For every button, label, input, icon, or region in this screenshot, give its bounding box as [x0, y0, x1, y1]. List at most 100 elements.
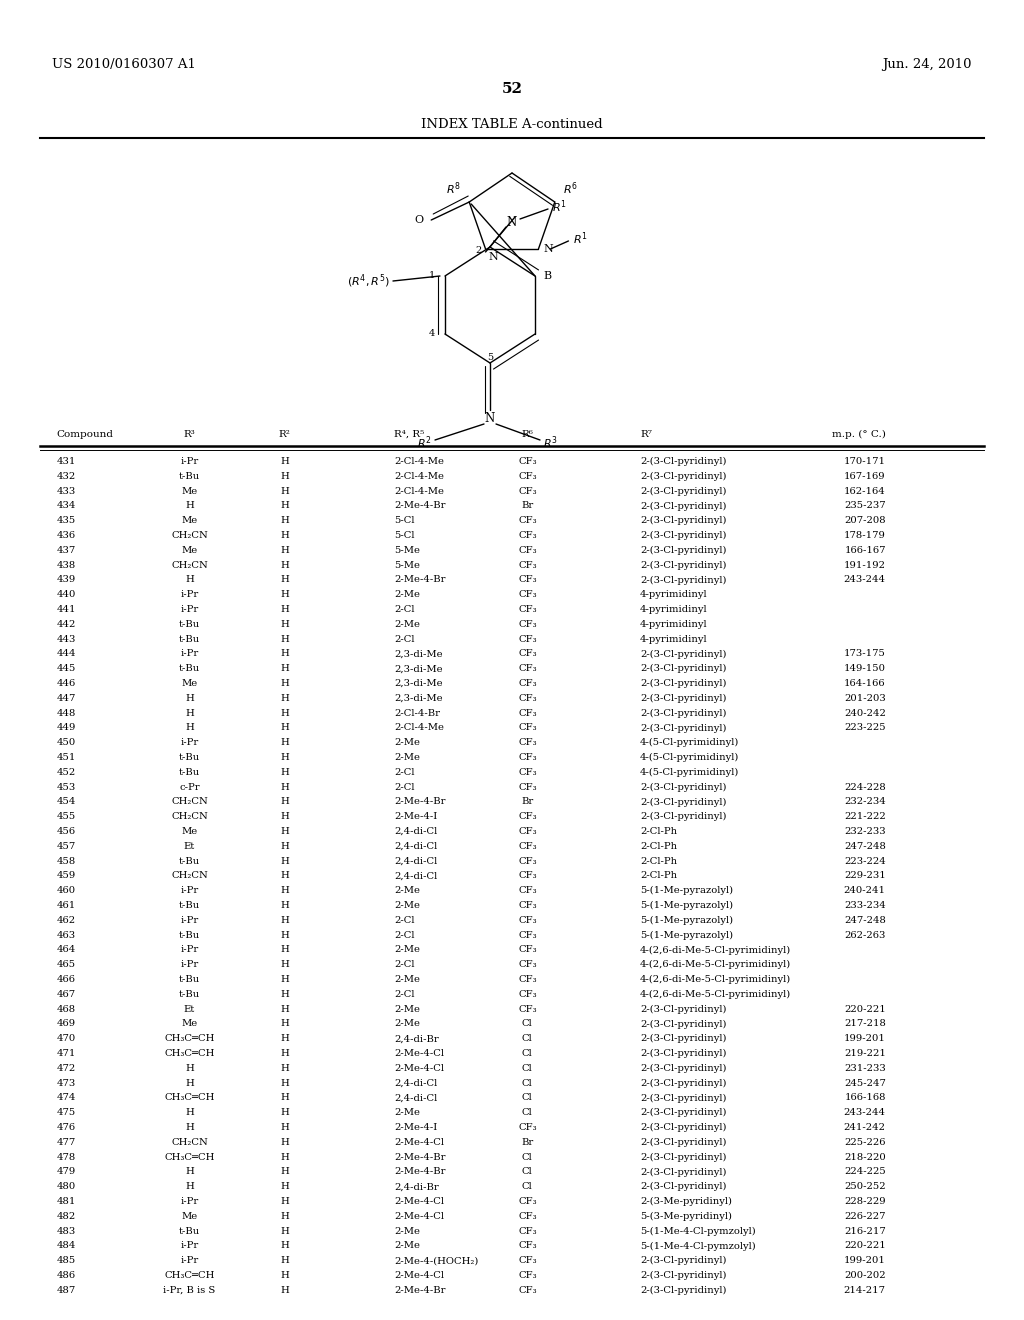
Text: 2-Cl-Ph: 2-Cl-Ph	[640, 857, 677, 866]
Text: 216-217: 216-217	[844, 1226, 886, 1236]
Text: 2,4-di-Br: 2,4-di-Br	[394, 1034, 439, 1043]
Text: 434: 434	[56, 502, 76, 511]
Text: 2-(3-Cl-pyridinyl): 2-(3-Cl-pyridinyl)	[640, 1093, 726, 1102]
Text: 5-(1-Me-pyrazolyl): 5-(1-Me-pyrazolyl)	[640, 886, 733, 895]
Text: 2-(3-Cl-pyridinyl): 2-(3-Cl-pyridinyl)	[640, 1183, 726, 1192]
Text: H: H	[281, 1241, 289, 1250]
Text: 2-(3-Cl-pyridinyl): 2-(3-Cl-pyridinyl)	[640, 1123, 726, 1133]
Text: H: H	[281, 1286, 289, 1295]
Text: 2-Me: 2-Me	[394, 945, 420, 954]
Text: R²: R²	[279, 430, 291, 440]
Text: H: H	[281, 842, 289, 851]
Text: 2,4-di-Br: 2,4-di-Br	[394, 1183, 439, 1191]
Text: H: H	[185, 709, 194, 718]
Text: 4-pyrimidinyl: 4-pyrimidinyl	[640, 620, 708, 628]
Text: 201-203: 201-203	[844, 694, 886, 702]
Text: H: H	[281, 1183, 289, 1191]
Text: 2-Me-4-Cl: 2-Me-4-Cl	[394, 1064, 444, 1073]
Text: CF₃: CF₃	[518, 960, 537, 969]
Text: t-Bu: t-Bu	[179, 1226, 200, 1236]
Text: 225-226: 225-226	[844, 1138, 886, 1147]
Text: Me: Me	[181, 516, 198, 525]
Text: Et: Et	[184, 1005, 195, 1014]
Text: H: H	[281, 1226, 289, 1236]
Text: H: H	[281, 1093, 289, 1102]
Text: CF₃: CF₃	[518, 576, 537, 585]
Text: CF₃: CF₃	[518, 590, 537, 599]
Text: H: H	[281, 1197, 289, 1206]
Text: i-Pr: i-Pr	[180, 1197, 199, 1206]
Text: 223-224: 223-224	[844, 857, 886, 866]
Text: 2-Me: 2-Me	[394, 1109, 420, 1117]
Text: H: H	[185, 1078, 194, 1088]
Text: Me: Me	[181, 678, 198, 688]
Text: H: H	[281, 516, 289, 525]
Text: 191-192: 191-192	[844, 561, 886, 570]
Text: 2-Me: 2-Me	[394, 1241, 420, 1250]
Text: 2-(3-Cl-pyridinyl): 2-(3-Cl-pyridinyl)	[640, 694, 726, 704]
Text: i-Pr: i-Pr	[180, 1257, 199, 1265]
Text: N: N	[488, 252, 499, 261]
Text: 433: 433	[56, 487, 76, 495]
Text: 448: 448	[56, 709, 76, 718]
Text: 250-252: 250-252	[844, 1183, 886, 1191]
Text: 461: 461	[56, 902, 76, 909]
Text: 162-164: 162-164	[844, 487, 886, 495]
Text: CF₃: CF₃	[518, 931, 537, 940]
Text: 447: 447	[56, 694, 76, 702]
Text: 2-(3-Cl-pyridinyl): 2-(3-Cl-pyridinyl)	[640, 1257, 726, 1266]
Text: 460: 460	[56, 886, 76, 895]
Text: H: H	[281, 738, 289, 747]
Text: 481: 481	[56, 1197, 76, 1206]
Text: 431: 431	[56, 457, 76, 466]
Text: 2,3-di-Me: 2,3-di-Me	[394, 664, 442, 673]
Text: Me: Me	[181, 487, 198, 495]
Text: i-Pr: i-Pr	[180, 649, 199, 659]
Text: H: H	[281, 797, 289, 807]
Text: CH₃C═CH: CH₃C═CH	[164, 1049, 215, 1059]
Text: O: O	[414, 215, 423, 224]
Text: 4-(5-Cl-pyrimidinyl): 4-(5-Cl-pyrimidinyl)	[640, 768, 739, 777]
Text: Cl: Cl	[522, 1034, 532, 1043]
Text: 4-(5-Cl-pyrimidinyl): 4-(5-Cl-pyrimidinyl)	[640, 738, 739, 747]
Text: 231-233: 231-233	[844, 1064, 886, 1073]
Text: CF₃: CF₃	[518, 1271, 537, 1280]
Text: CF₃: CF₃	[518, 842, 537, 851]
Text: $R^6$: $R^6$	[563, 181, 578, 197]
Text: CF₃: CF₃	[518, 605, 537, 614]
Text: 2-Me: 2-Me	[394, 752, 420, 762]
Text: 2-Me-4-Cl: 2-Me-4-Cl	[394, 1138, 444, 1147]
Text: 2-Me-4-Br: 2-Me-4-Br	[394, 797, 445, 807]
Text: 5-(1-Me-pyrazolyl): 5-(1-Me-pyrazolyl)	[640, 931, 733, 940]
Text: CF₃: CF₃	[518, 664, 537, 673]
Text: 2-Me: 2-Me	[394, 738, 420, 747]
Text: 218-220: 218-220	[844, 1152, 886, 1162]
Text: 443: 443	[56, 635, 76, 644]
Text: CH₂CN: CH₂CN	[171, 812, 208, 821]
Text: CF₃: CF₃	[518, 678, 537, 688]
Text: 243-244: 243-244	[844, 576, 886, 585]
Text: 464: 464	[56, 945, 76, 954]
Text: 2-Me-4-I: 2-Me-4-I	[394, 1123, 437, 1133]
Text: Cl: Cl	[522, 1064, 532, 1073]
Text: $R^2$: $R^2$	[418, 434, 432, 451]
Text: 452: 452	[56, 768, 76, 776]
Text: Me: Me	[181, 1212, 198, 1221]
Text: 2-Me-4-Cl: 2-Me-4-Cl	[394, 1212, 444, 1221]
Text: 457: 457	[56, 842, 76, 851]
Text: 2-Cl-4-Me: 2-Cl-4-Me	[394, 471, 444, 480]
Text: 451: 451	[56, 752, 76, 762]
Text: t-Bu: t-Bu	[179, 975, 200, 983]
Text: CF₃: CF₃	[518, 1286, 537, 1295]
Text: i-Pr: i-Pr	[180, 886, 199, 895]
Text: 483: 483	[56, 1226, 76, 1236]
Text: 235-237: 235-237	[844, 502, 886, 511]
Text: $R^1$: $R^1$	[552, 199, 566, 215]
Text: Cl: Cl	[522, 1049, 532, 1059]
Text: i-Pr: i-Pr	[180, 605, 199, 614]
Text: 2-(3-Cl-pyridinyl): 2-(3-Cl-pyridinyl)	[640, 649, 726, 659]
Text: H: H	[281, 1212, 289, 1221]
Text: 2-Me-4-I: 2-Me-4-I	[394, 812, 437, 821]
Text: CF₃: CF₃	[518, 1257, 537, 1265]
Text: H: H	[281, 709, 289, 718]
